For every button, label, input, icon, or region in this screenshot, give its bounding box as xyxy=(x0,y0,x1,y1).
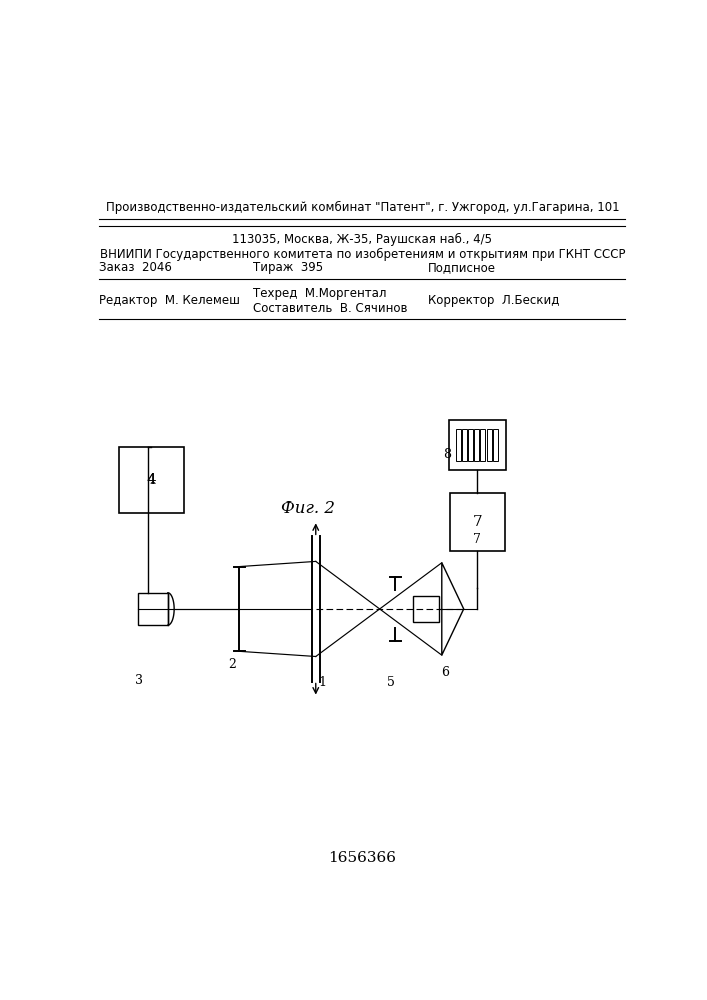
Text: 4: 4 xyxy=(146,473,156,487)
Text: 7: 7 xyxy=(472,515,482,529)
Bar xyxy=(493,429,498,461)
Text: Тираж  395: Тираж 395 xyxy=(253,261,323,274)
Text: 1: 1 xyxy=(319,676,327,689)
Text: 3: 3 xyxy=(135,674,144,687)
Bar xyxy=(481,429,486,461)
Text: 1656366: 1656366 xyxy=(328,851,397,865)
Text: 8: 8 xyxy=(443,448,451,461)
Bar xyxy=(413,596,439,622)
Text: 113035, Москва, Ж-35, Раушская наб., 4/5: 113035, Москва, Ж-35, Раушская наб., 4/5 xyxy=(233,233,492,246)
Bar xyxy=(486,429,491,461)
Text: Производственно-издательский комбинат "Патент", г. Ужгород, ул.Гагарина, 101: Производственно-издательский комбинат "П… xyxy=(105,201,619,214)
Bar xyxy=(138,593,168,625)
Text: 5: 5 xyxy=(387,676,395,689)
Text: Фиг. 2: Фиг. 2 xyxy=(281,500,334,517)
Text: 7: 7 xyxy=(474,533,481,546)
Bar xyxy=(450,493,505,551)
Text: Заказ  2046: Заказ 2046 xyxy=(99,261,173,274)
Text: 6: 6 xyxy=(442,666,450,679)
Text: Техред  М.Моргентал: Техред М.Моргентал xyxy=(253,287,386,300)
Text: Корректор  Л.Бескид: Корректор Л.Бескид xyxy=(428,294,559,307)
Text: Составитель  В. Сячинов: Составитель В. Сячинов xyxy=(253,302,407,315)
Text: Редактор  М. Келемеш: Редактор М. Келемеш xyxy=(99,294,240,307)
Bar xyxy=(119,447,185,513)
Text: 2: 2 xyxy=(228,658,236,671)
Bar xyxy=(468,429,473,461)
Text: Подписное: Подписное xyxy=(428,261,496,274)
Bar xyxy=(462,429,467,461)
Bar xyxy=(456,429,461,461)
Text: 4: 4 xyxy=(147,473,156,486)
Bar xyxy=(474,429,479,461)
Text: ВНИИПИ Государственного комитета по изобретениям и открытиям при ГКНТ СССР: ВНИИПИ Государственного комитета по изоб… xyxy=(100,247,625,261)
Bar xyxy=(449,420,506,470)
